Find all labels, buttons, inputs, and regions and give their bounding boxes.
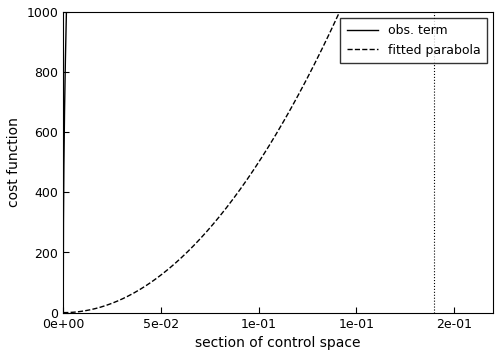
fitted parabola bbox=[327, 30, 333, 34]
Line: obs. term: obs. term bbox=[63, 0, 493, 313]
fitted parabola bbox=[200, 234, 205, 238]
Line: fitted parabola: fitted parabola bbox=[63, 0, 346, 313]
fitted parabola bbox=[60, 311, 66, 315]
X-axis label: section of control space: section of control space bbox=[196, 336, 361, 350]
fitted parabola bbox=[140, 286, 145, 290]
fitted parabola bbox=[106, 302, 112, 307]
Y-axis label: cost function: cost function bbox=[7, 117, 21, 207]
fitted parabola bbox=[332, 19, 338, 23]
Legend: obs. term, fitted parabola: obs. term, fitted parabola bbox=[340, 18, 487, 63]
obs. term bbox=[60, 311, 66, 315]
fitted parabola bbox=[200, 233, 206, 237]
